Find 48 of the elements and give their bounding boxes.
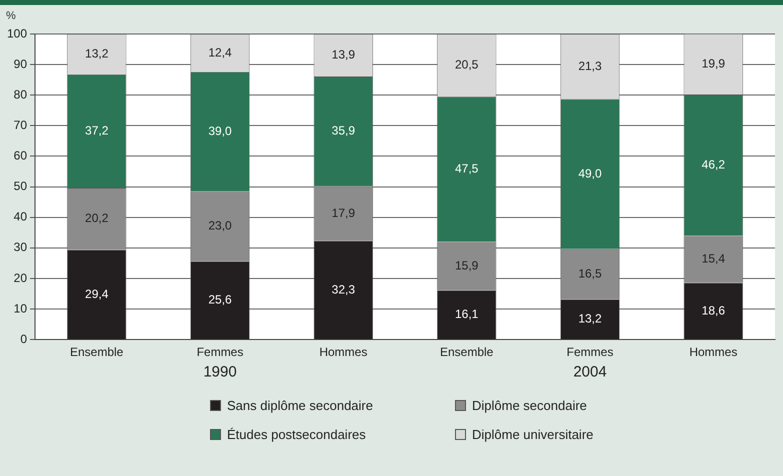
x-tick-label: Ensemble xyxy=(440,345,494,360)
data-label: 16,1 xyxy=(454,307,479,322)
data-label: 23,0 xyxy=(208,218,232,233)
data-label: 20,2 xyxy=(85,211,109,226)
data-label: 25,6 xyxy=(208,292,232,307)
data-label: 37,2 xyxy=(85,123,109,138)
data-label: 16,5 xyxy=(578,266,602,280)
text: 2004 xyxy=(573,364,607,381)
data-label: 39,0 xyxy=(208,124,232,138)
data-label: 49,0 xyxy=(578,166,602,180)
text: 1990 xyxy=(203,364,237,381)
data-label: 13,9 xyxy=(332,48,356,62)
y-tick-label: 30 xyxy=(14,240,28,254)
y-tick-label: 100 xyxy=(6,26,28,40)
data-label: 13,2 xyxy=(578,312,602,326)
data-label: 12,4 xyxy=(208,45,232,60)
data-label: 35,9 xyxy=(332,124,356,138)
legend-label: Diplôme universitaire xyxy=(472,427,594,442)
data-label: 20,5 xyxy=(454,58,479,72)
data-label: 13,2 xyxy=(85,46,109,60)
x-tick-label: Hommes xyxy=(319,345,368,360)
x-tick-label: Femmes xyxy=(196,345,244,360)
y-tick-label: 70 xyxy=(14,118,28,132)
y-axis-title: % xyxy=(6,10,16,22)
legend-label: Sans diplôme secondaire xyxy=(227,398,373,413)
y-tick-label: 20 xyxy=(14,270,28,285)
data-label: 18,6 xyxy=(702,303,726,318)
data-label: 17,9 xyxy=(332,206,356,220)
y-tick-label: 90 xyxy=(14,56,28,71)
data-label: 19,9 xyxy=(702,56,726,70)
data-label: 47,5 xyxy=(454,162,479,176)
data-label: 21,3 xyxy=(578,58,602,73)
y-tick-label: 80 xyxy=(14,87,28,102)
data-label: 32,3 xyxy=(332,282,356,296)
x-tick-label: Ensemble xyxy=(70,345,124,360)
y-tick-label: 10 xyxy=(14,301,28,316)
x-tick-label: Hommes xyxy=(689,345,738,360)
y-tick-label: 60 xyxy=(14,148,28,163)
data-label: 29,4 xyxy=(85,286,109,301)
y-tick-label: 0 xyxy=(20,332,28,346)
y-tick-label: 50 xyxy=(14,179,28,194)
data-label: 15,9 xyxy=(454,258,479,272)
data-label: 15,4 xyxy=(702,252,726,266)
y-tick-label: 40 xyxy=(14,210,28,224)
x-tick-label: Femmes xyxy=(566,345,614,360)
data-label: 46,2 xyxy=(702,157,726,172)
legend-label: Diplôme secondaire xyxy=(472,398,587,413)
legend-label: Études postsecondaires xyxy=(227,427,366,442)
